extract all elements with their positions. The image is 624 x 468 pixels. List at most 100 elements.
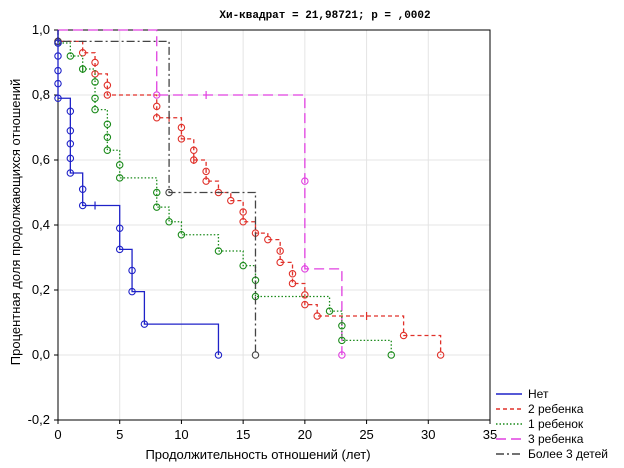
- event-marker: [66, 169, 75, 177]
- event-marker: [128, 287, 136, 296]
- series-0: [54, 30, 223, 359]
- y-tick-label: 1,0: [32, 22, 50, 37]
- event-marker: [214, 247, 223, 255]
- event-marker: [54, 39, 62, 47]
- series-line: [57, 30, 442, 355]
- event-marker: [91, 105, 99, 114]
- legend-item: 2 ребенка: [496, 402, 584, 416]
- event-marker: [313, 312, 321, 320]
- y-axis-label: Процентная доля продолжающихся отношений: [8, 79, 23, 365]
- series-layer: [54, 29, 445, 359]
- event-marker: [152, 188, 161, 197]
- y-tick-label: -0,2: [28, 412, 50, 427]
- event-marker: [288, 269, 297, 278]
- x-tick-label: 25: [359, 427, 373, 442]
- event-marker: [165, 188, 173, 197]
- y-tick-label: 0,8: [32, 87, 50, 102]
- series-3: [58, 29, 346, 359]
- legend-label: Более 3 детей: [528, 447, 608, 461]
- event-marker: [165, 218, 173, 226]
- event-marker: [301, 177, 309, 185]
- series-line: [57, 30, 220, 355]
- event-marker: [152, 91, 161, 99]
- event-marker: [239, 261, 247, 270]
- event-marker: [103, 146, 112, 155]
- event-marker: [54, 79, 62, 88]
- x-axis-label: Продолжительность отношений (лет): [145, 447, 370, 462]
- event-marker: [140, 320, 149, 328]
- event-marker: [301, 300, 309, 309]
- legend-label: Нет: [528, 387, 549, 401]
- event-marker: [78, 185, 87, 194]
- event-marker: [227, 196, 235, 205]
- x-axis: 0 5 10 15 20 25 30 35: [54, 420, 497, 442]
- event-marker: [115, 161, 124, 169]
- event-marker: [103, 91, 112, 99]
- x-tick-label: 20: [298, 427, 312, 442]
- legend-item: Более 3 детей: [496, 447, 608, 461]
- x-tick-label: 30: [421, 427, 435, 442]
- event-marker: [239, 218, 247, 226]
- event-marker: [436, 351, 445, 359]
- event-marker: [152, 114, 161, 122]
- event-marker: [214, 351, 223, 359]
- legend-item: Нет: [496, 387, 549, 401]
- y-tick-label: 0,6: [32, 152, 50, 167]
- event-marker: [128, 266, 136, 275]
- legend-item: 3 ребенка: [496, 432, 584, 446]
- x-tick-label: 10: [174, 427, 188, 442]
- event-marker: [301, 291, 309, 299]
- y-tick-label: 0,0: [32, 347, 50, 362]
- legend-label: 3 ребенка: [528, 432, 584, 446]
- event-marker: [399, 331, 408, 340]
- event-marker: [91, 94, 99, 103]
- x-tick-label: 35: [483, 427, 497, 442]
- event-marker: [66, 107, 75, 116]
- y-axis: -0,2 0,0 0,2 0,4 0,6 0,8 1,0: [28, 22, 58, 427]
- grid-lines: [57, 29, 491, 421]
- series-2: [54, 30, 396, 359]
- event-marker: [190, 146, 198, 155]
- event-marker: [301, 265, 309, 273]
- event-marker: [338, 351, 346, 359]
- x-tick-label: 5: [116, 427, 123, 442]
- event-marker: [338, 336, 346, 345]
- series-1: [54, 30, 445, 359]
- event-marker: [91, 78, 99, 86]
- chart-title: Хи-квадрат = 21,98721; p = ,0002: [219, 10, 430, 22]
- legend-item: 1 ребенок: [496, 417, 584, 431]
- x-tick-label: 15: [236, 427, 250, 442]
- event-marker: [66, 52, 75, 60]
- series-line: [58, 29, 343, 355]
- event-marker: [54, 52, 62, 60]
- event-marker: [78, 48, 87, 57]
- event-marker: [66, 154, 75, 163]
- event-marker: [276, 247, 284, 255]
- event-marker: [54, 94, 62, 103]
- x-tick-label: 0: [54, 427, 61, 442]
- event-marker: [91, 58, 99, 67]
- event-marker: [264, 235, 272, 244]
- event-marker: [325, 307, 334, 315]
- legend-label: 1 ребенок: [528, 417, 584, 431]
- y-tick-label: 0,4: [32, 217, 50, 232]
- event-marker: [177, 123, 186, 132]
- event-marker: [239, 208, 247, 216]
- series-line: [57, 30, 392, 355]
- event-marker: [115, 245, 124, 254]
- event-marker: [115, 174, 124, 182]
- event-marker: [103, 120, 112, 129]
- event-marker: [152, 203, 161, 211]
- event-marker: [54, 66, 62, 75]
- event-marker: [103, 133, 112, 142]
- event-marker: [78, 201, 87, 210]
- series-line: [57, 30, 257, 355]
- event-marker: [177, 135, 186, 143]
- event-marker: [103, 81, 112, 90]
- event-marker: [152, 102, 161, 111]
- y-tick-label: 0,2: [32, 282, 50, 297]
- event-marker: [177, 231, 186, 239]
- event-marker: [276, 258, 284, 267]
